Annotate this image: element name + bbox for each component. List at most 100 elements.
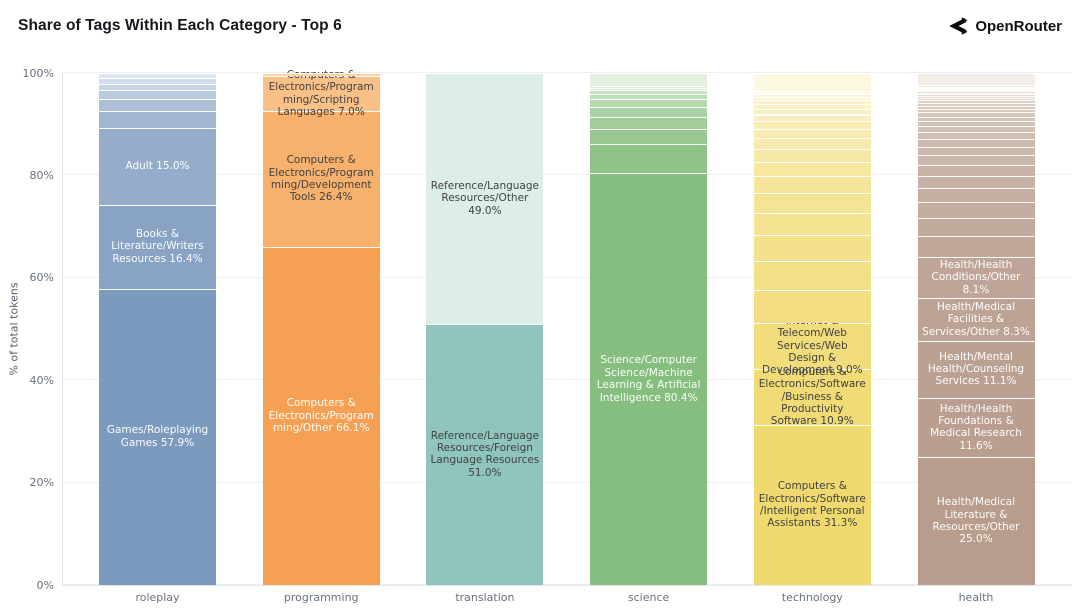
gridline [62,379,1072,381]
bar-segment[interactable] [917,105,1035,109]
bar-segment[interactable] [753,212,871,236]
bar-segment[interactable] [917,96,1035,99]
bar-segment[interactable] [917,90,1035,92]
bar-segment[interactable] [917,112,1035,117]
gridline [62,584,1072,585]
bar-segment[interactable] [917,108,1035,113]
bar-segment[interactable] [590,87,708,91]
bar-segment[interactable] [590,99,708,107]
bar-segment[interactable] [99,73,216,79]
bar-segment[interactable]: Adult 15.0% [99,127,216,205]
bar-segment[interactable] [917,100,1035,103]
bar-segment[interactable]: Computers & Electronics/Programming/Scri… [262,69,380,118]
bar-segment[interactable] [99,84,216,91]
bar-segment[interactable] [753,114,871,122]
bar-segment[interactable] [99,111,216,128]
bar-segment[interactable]: Books & Literature/Writers Resources 16.… [99,204,216,289]
y-tick-label: 20% [29,476,54,490]
bar-segment[interactable]: Computers & Electronics/Software/Intelli… [753,424,871,585]
bar-segment-label: Health/Health Conditions/Other 8.1% [931,258,1021,296]
bar-segment[interactable] [917,85,1035,86]
bar-segment-label: Reference/Language Resources/Other 49.0% [430,179,539,217]
bar-segment[interactable] [917,116,1035,122]
bar-segment[interactable]: Health/Medical Literature & Resources/Ot… [917,457,1035,585]
bar-segment[interactable] [262,73,380,76]
bar-segment[interactable] [917,86,1035,87]
bar-segment[interactable] [590,73,708,86]
bar-segment[interactable] [917,94,1035,97]
bar-segment[interactable]: Health/Health Conditions/Other 8.1% [917,256,1035,299]
bar-segment-label: Computers & Electronics/Programming/Othe… [268,397,374,434]
bar-segment[interactable] [99,90,216,99]
bar-segment[interactable] [753,96,871,101]
bar-segment[interactable] [590,85,708,88]
bar-segment[interactable] [753,260,871,290]
bar-segment[interactable] [590,106,708,118]
bar-segment[interactable] [590,129,708,144]
bar-segment[interactable] [99,98,216,112]
bar-segment-label: Health/Mental Health/Counseling Services… [927,350,1025,388]
bar-segment[interactable] [590,90,708,94]
bar-segment[interactable] [753,121,871,129]
bar-segment[interactable] [917,155,1035,166]
bar-segment[interactable] [917,86,1035,88]
bar-segment[interactable] [590,117,708,130]
openrouter-logo[interactable]: OpenRouter [948,16,1062,36]
bar-segment-label: Health/Medical Literature & Resources/Ot… [932,496,1020,546]
bar-segment[interactable] [917,126,1035,133]
bar-segment[interactable] [753,235,871,261]
bar-segment[interactable] [917,146,1035,156]
bar-segment[interactable]: Games/Roleplaying Games 57.9% [99,288,216,585]
bar-segment[interactable]: Reference/Language Resources/Other 49.0% [426,73,544,324]
bar-segment[interactable] [917,218,1035,237]
bar-segment[interactable] [917,102,1035,106]
bar-segment[interactable] [753,73,871,91]
bar-segment[interactable]: Computers & Electronics/Programming/Deve… [262,111,380,247]
y-tick-label: 100% [22,66,54,80]
bar-segment[interactable] [590,143,708,174]
bar-segment[interactable] [917,91,1035,93]
bar-segment[interactable] [917,87,1035,89]
bar-segment[interactable] [753,104,871,109]
bar-segment[interactable] [753,193,871,213]
bar-segment[interactable] [917,202,1035,219]
bar-segment[interactable] [917,92,1035,95]
stacked-bar-roleplay: Games/Roleplaying Games 57.9% Books & Lit… [99,73,216,585]
bar-segment[interactable] [917,73,1035,86]
x-category-label-health: health [958,591,994,604]
bar-segment[interactable] [753,289,871,323]
bar-segment[interactable] [753,128,871,139]
bar-segment[interactable] [590,94,708,100]
bar-segment[interactable] [753,90,871,94]
bar-segment[interactable] [753,176,871,194]
gridline [62,481,1072,483]
bar-segment[interactable] [753,138,871,149]
bar-segment[interactable]: Science/Computer Science/Machine Learnin… [590,173,708,585]
bar-segment[interactable] [917,98,1035,101]
bar-segment[interactable]: Health/Mental Health/Counseling Services… [917,340,1035,398]
bar-segment[interactable] [917,236,1035,257]
bar-segment[interactable] [917,165,1035,176]
bar-segment[interactable] [917,85,1035,87]
bar-segment[interactable] [99,78,216,85]
x-category-label-roleplay: roleplay [135,591,180,604]
bar-segment[interactable] [917,121,1035,127]
bar-segment[interactable] [917,187,1035,203]
bar-segment[interactable] [917,88,1035,90]
bar-segment[interactable] [917,139,1035,147]
bar-segment[interactable]: Health/Medical Facilities & Services/Oth… [917,298,1035,341]
bar-segment[interactable] [753,93,871,97]
bar-segment[interactable]: Computers & Electronics/Programming/Othe… [262,246,380,585]
bar-segment[interactable]: Reference/Language Resources/Foreign Lan… [426,323,544,585]
bar-segment[interactable]: Internet & Telecom/Web Services/Web Desi… [753,315,871,376]
bar-segment[interactable] [753,148,871,162]
bar-segment[interactable] [917,175,1035,188]
bar-segment[interactable] [753,161,871,177]
bar-segment[interactable]: Health/Health Foundations & Medical Rese… [917,397,1035,457]
bar-segment[interactable] [917,132,1035,140]
bar-segment[interactable] [753,108,871,115]
y-axis-title: % of total tokens [7,282,21,376]
bar-segment[interactable] [753,100,871,105]
bar-segment-label: Computers & Electronics/Programming/Deve… [268,154,374,204]
bar-segment[interactable]: Computers & Electronics/Software/Busines… [753,366,871,427]
